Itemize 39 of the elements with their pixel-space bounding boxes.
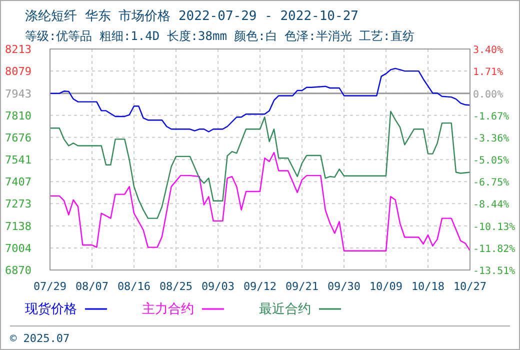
x-tick-label: 09/30 (327, 280, 361, 293)
x-tick-label: 08/07 (75, 280, 109, 293)
subtitle: 等级:优等品 粗细:1.4D 长度:38mm 颜色:白 色泽:半消光 工艺:直纺 (25, 29, 414, 43)
y-tick-label: 7138 (5, 220, 32, 233)
y-tick-label: 7407 (5, 176, 32, 189)
legend-label: 现货价格 (25, 302, 77, 317)
y2-tick-label: -13.51% (473, 266, 516, 277)
y-tick-label: 8079 (5, 65, 32, 78)
y2-tick-label: -6.75% (473, 178, 510, 189)
y2-tick-label: 0.00% (473, 89, 504, 100)
x-tick-label: 09/21 (285, 280, 319, 293)
title: 涤纶短纤 华东 市场价格 2022-07-29 - 2022-10-27 (25, 9, 358, 24)
x-tick-label: 10/18 (411, 280, 445, 293)
y-tick-label: 7541 (5, 154, 32, 167)
x-tick-label: 07/29 (33, 280, 67, 293)
y2-tick-label: 3.40% (473, 45, 504, 56)
x-tick-label: 10/27 (453, 280, 487, 293)
legend-label: 最近合约 (259, 302, 311, 317)
legend-label: 主力合约 (142, 301, 194, 317)
x-tick-label: 09/03 (201, 280, 235, 293)
x-tick-label: 09/12 (243, 280, 277, 293)
y2-tick-label: -5.05% (473, 155, 510, 166)
y-tick-label: 7810 (5, 109, 32, 122)
y-tick-label: 6870 (5, 264, 32, 277)
x-tick-label: 08/25 (159, 280, 193, 293)
y-tick-label: 7676 (5, 131, 32, 144)
y-tick-label: 8213 (5, 43, 32, 56)
y-tick-label: 7943 (5, 87, 32, 100)
y-tick-label: 7004 (5, 242, 32, 255)
y2-tick-label: 1.71% (473, 67, 504, 78)
text: © 2025.07 (10, 332, 70, 345)
x-tick-label: 08/16 (117, 280, 151, 293)
y2-tick-label: -1.67% (473, 111, 510, 122)
x-tick-label: 10/09 (369, 280, 403, 293)
y2-tick-label: -3.36% (473, 133, 510, 144)
y2-tick-label: -10.13% (473, 222, 516, 233)
y2-tick-label: -8.44% (473, 200, 510, 211)
y2-tick-label: -11.82% (473, 244, 516, 255)
y-tick-label: 7273 (5, 198, 32, 211)
